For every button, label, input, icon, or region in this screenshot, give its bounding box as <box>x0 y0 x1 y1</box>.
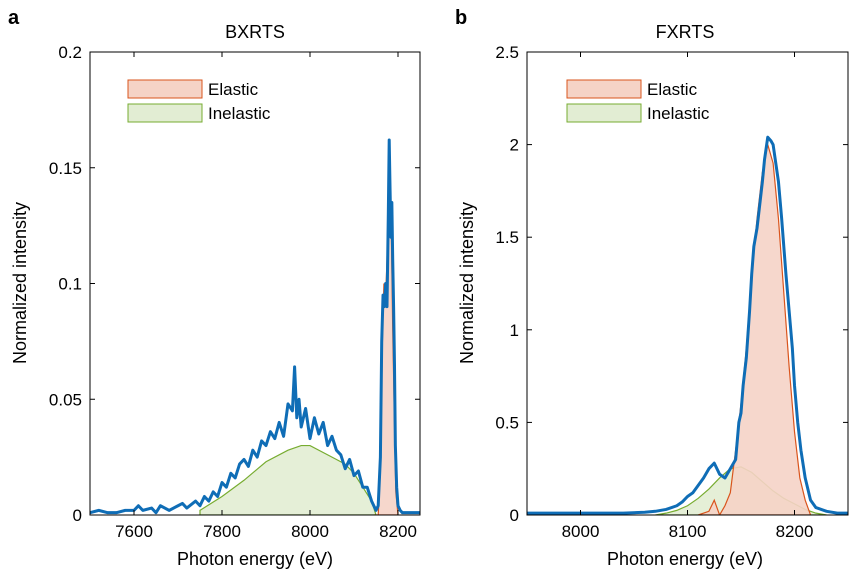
y-tick-label: 2.5 <box>495 43 519 62</box>
y-tick-label: 0.05 <box>49 390 82 409</box>
plot-area: 0 0.05 0.1 0.15 0.2 7600 7800 8000 8200 Elastic In… <box>49 43 421 541</box>
x-tick-label: 7600 <box>115 522 153 541</box>
legend: Elastic Inelastic <box>566 79 710 123</box>
spectrum-line <box>90 138 420 515</box>
panel-letter: a <box>8 7 20 29</box>
y-tick-label: 0.5 <box>495 413 519 432</box>
panel-a: a BXRTS 0 0.05 0.1 0.15 0.2 7600 7800 8000 8200 E… <box>8 7 421 569</box>
x-tick-label: 7800 <box>203 522 241 541</box>
y-tick-label: 1.5 <box>495 228 519 247</box>
legend-swatch-elastic <box>127 79 203 99</box>
legend-swatch-elastic <box>566 79 642 99</box>
y-tick-label: 0.1 <box>58 275 82 294</box>
y-tick-label: 0 <box>510 506 519 525</box>
x-tick-label: 8000 <box>291 522 329 541</box>
y-axis-label: Normalized intensity <box>10 202 30 364</box>
chart-title: BXRTS <box>225 22 285 42</box>
y-tick-label: 2 <box>510 136 519 155</box>
x-axis-label: Photon energy (eV) <box>607 549 763 569</box>
spectrum-line <box>527 135 848 515</box>
legend-label-elastic: Elastic <box>208 80 259 99</box>
plot-area: 0 0.5 1 1.5 2 2.5 8000 8100 8200 Elastic Inelastic <box>495 43 849 541</box>
y-tick-label: 0.2 <box>58 43 82 62</box>
panel-b: b FXRTS 0 0.5 1 1.5 2 2.5 8000 8100 8200 Elastic I… <box>455 7 849 569</box>
legend-label-inelastic: Inelastic <box>208 104 271 123</box>
legend-swatch-inelastic <box>127 103 203 123</box>
panel-letter: b <box>455 7 467 29</box>
legend-swatch-inelastic <box>566 103 642 123</box>
y-tick-label: 1 <box>510 321 519 340</box>
x-tick-label: 8200 <box>379 522 417 541</box>
area-inelastic <box>199 444 377 515</box>
x-tick-label: 8200 <box>776 522 814 541</box>
chart-title: FXRTS <box>656 22 715 42</box>
area-elastic <box>698 144 812 515</box>
y-tick-label: 0 <box>73 506 82 525</box>
x-tick-label: 8000 <box>562 522 600 541</box>
legend: Elastic Inelastic <box>127 79 271 123</box>
legend-label-inelastic: Inelastic <box>647 104 710 123</box>
x-tick-label: 8100 <box>669 522 707 541</box>
x-axis-label: Photon energy (eV) <box>177 549 333 569</box>
y-axis-label: Normalized intensity <box>457 202 477 364</box>
legend-label-elastic: Elastic <box>647 80 698 99</box>
y-tick-label: 0.15 <box>49 159 82 178</box>
series-group <box>90 138 420 515</box>
series-group <box>527 135 848 515</box>
